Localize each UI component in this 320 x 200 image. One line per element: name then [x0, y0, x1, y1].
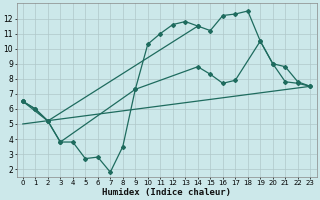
X-axis label: Humidex (Indice chaleur): Humidex (Indice chaleur): [102, 188, 231, 197]
